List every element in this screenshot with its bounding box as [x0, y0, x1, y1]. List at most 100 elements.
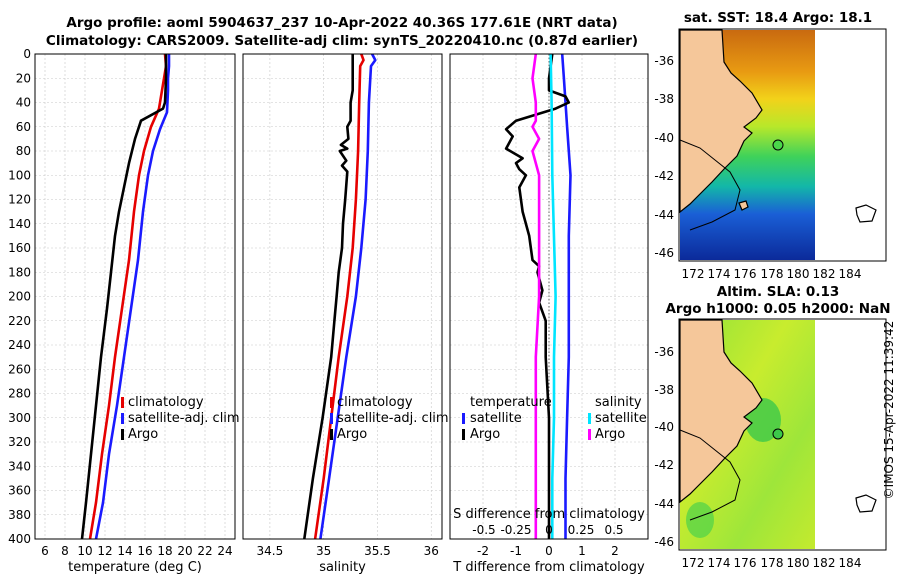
x-tick-label: 34.5: [257, 544, 284, 558]
sla-map-title-line2: Argo h1000: 0.05 h2000: NaN: [665, 301, 890, 317]
s-diff-tick: 0: [545, 523, 553, 537]
series-line-climatology: [313, 53, 365, 540]
s-diff-tick: -0.25: [500, 523, 531, 537]
argo-location-marker: [772, 139, 784, 151]
sst-ytick: -44: [654, 208, 674, 222]
y-tick-label: 40: [16, 96, 31, 110]
y-tick-label: 60: [16, 120, 31, 134]
y-tick-label: 200: [8, 290, 31, 304]
legend-swatch-argo: [121, 429, 124, 440]
sla-xtick: 182: [813, 556, 836, 570]
legend-label-climatology: climatology: [128, 395, 204, 410]
legend-label-argo: Argo: [128, 427, 158, 442]
sst-map: [678, 28, 887, 262]
sst-map-xticks: 172 174 176 178 180 182 184: [682, 267, 862, 281]
x-tick-label: 1: [578, 544, 586, 558]
sla-xtick: 172: [682, 556, 705, 570]
sst-xtick: 180: [787, 267, 810, 281]
sst-xtick: 184: [839, 267, 862, 281]
series-line-salinity-argo: [531, 53, 541, 539]
y-tick-label: 240: [8, 338, 31, 352]
x-tick-label: 12: [97, 544, 112, 558]
difference-legend: temperature satellite Argo salinity sate…: [462, 395, 647, 442]
sla-high-patch: [686, 502, 714, 538]
legend-label-t-satellite: satellite: [470, 411, 522, 426]
x-axis-label: T difference from climatology: [452, 560, 645, 575]
figure-title-line1: Argo profile: aoml 5904637_237 10-Apr-20…: [66, 15, 617, 31]
plot-frame: [242, 53, 443, 540]
legend-heading-temperature: temperature: [470, 395, 552, 410]
legend-label-s-argo: Argo: [595, 427, 625, 442]
argo-location-marker: [772, 428, 784, 440]
sla-map: [678, 318, 887, 551]
x-tick-label: -1: [510, 544, 522, 558]
sst-xtick: 176: [734, 267, 757, 281]
plot-frame: [449, 53, 649, 540]
sst-land-islet: [738, 200, 749, 211]
sla-ytick: -38: [654, 383, 674, 397]
y-tick-label: 320: [8, 435, 31, 449]
figure-title-line2: Climatology: CARS2009. Satellite-adj cli…: [46, 33, 638, 49]
series-line-argo: [80, 54, 168, 540]
sla-map-title-line1: Altim. SLA: 0.13: [717, 284, 839, 300]
sst-map-title: sat. SST: 18.4 Argo: 18.1: [684, 10, 872, 26]
x-tick-label: 36: [424, 544, 439, 558]
y-tick-label: 160: [8, 241, 31, 255]
sla-map-xticks: 172 174 176 178 180 182 184: [682, 556, 862, 570]
sla-ytick: -44: [654, 497, 674, 511]
x-tick-label: 0: [545, 544, 553, 558]
x-tick-label: -2: [477, 544, 489, 558]
sst-map-yticks: -36 -38 -40 -42 -44 -46: [654, 54, 674, 260]
x-axis-label: salinity: [319, 560, 366, 575]
y-tick-label: 120: [8, 193, 31, 207]
plot-frame: [34, 53, 236, 540]
s-diff-tick: 0.25: [568, 523, 595, 537]
sla-xtick: 184: [839, 556, 862, 570]
series-line-argo: [303, 54, 355, 540]
s-diff-tick: -0.5: [472, 523, 495, 537]
sst-ytick: -40: [654, 131, 674, 145]
sst-ytick: -42: [654, 169, 674, 183]
legend-swatch-climatology: [121, 397, 124, 408]
legend-swatch-climatology: [330, 397, 333, 408]
legend-swatch-t-argo: [462, 429, 465, 440]
series-line-climatology: [88, 53, 168, 540]
legend-swatch-argo: [330, 429, 333, 440]
legend-swatch-satellite: [330, 413, 333, 424]
temperature-panel: 0 20 40 60 80 100 120 140 160 180 200 220 240 260 280 3…: [8, 47, 236, 575]
series-line-satellite-adj-clim: [94, 54, 171, 540]
sla-map-yticks: -36 -38 -40 -42 -44 -46: [654, 345, 674, 549]
legend-swatch-s-satellite: [588, 413, 591, 424]
legend-label-t-argo: Argo: [470, 427, 500, 442]
x-tick-label: 24: [217, 544, 232, 558]
salinity-panel: 34.5 35 35.5 36 salinity: [242, 53, 443, 575]
sst-xtick: 172: [682, 267, 705, 281]
sla-ytick: -40: [654, 420, 674, 434]
x-tick-label: 16: [137, 544, 152, 558]
s-difference-axis-label: S difference from climatology: [453, 507, 645, 522]
y-tick-label: 20: [16, 71, 31, 85]
series-line-salinity-satellite: [549, 53, 557, 539]
x-tick-label: 18: [157, 544, 172, 558]
y-tick-label: 100: [8, 168, 31, 182]
sla-xtick: 178: [761, 556, 784, 570]
series-line-satellite-adj-clim: [319, 53, 377, 540]
s-difference-ticks: -0.5 -0.25 0 0.25 0.5: [472, 523, 623, 537]
y-tick-label: 220: [8, 314, 31, 328]
sst-xtick: 182: [813, 267, 836, 281]
salinity-legend: climatology satellite-adj. clim Argo: [330, 395, 449, 442]
y-tick-label: 360: [8, 484, 31, 498]
s-diff-tick: 0.5: [604, 523, 623, 537]
sst-land-chatham: [855, 204, 877, 223]
legend-label-satellite: satellite-adj. clim: [337, 411, 449, 426]
sst-contour: [679, 139, 741, 231]
x-tick-label: 22: [197, 544, 212, 558]
x-tick-label: 8: [61, 544, 69, 558]
x-tick-label: 35.5: [364, 544, 391, 558]
y-tick-label: 400: [8, 532, 31, 546]
sst-xtick: 174: [708, 267, 731, 281]
sla-land-nz: [679, 319, 763, 504]
sst-land-nz: [679, 29, 763, 214]
x-axis-label: temperature (deg C): [68, 560, 202, 575]
